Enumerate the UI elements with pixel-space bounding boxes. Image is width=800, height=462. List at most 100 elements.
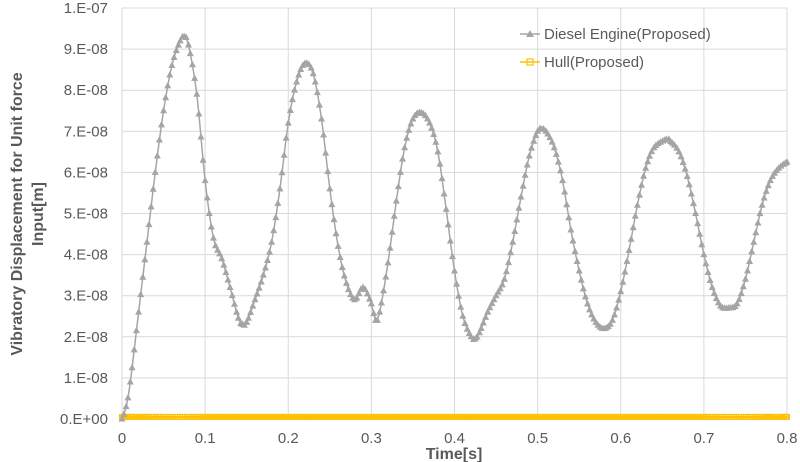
engine-marker xyxy=(409,114,417,122)
engine-marker xyxy=(586,305,594,313)
engine-marker xyxy=(384,258,392,266)
engine-marker xyxy=(631,212,639,219)
triangle-marker-icon xyxy=(526,30,534,37)
engine-marker xyxy=(201,176,209,184)
engine-marker xyxy=(388,228,396,235)
y-tick-label: 1.E-07 xyxy=(64,0,108,17)
engine-marker xyxy=(197,132,205,140)
engine-marker xyxy=(477,324,485,331)
engine-marker xyxy=(276,184,284,192)
engine-marker xyxy=(511,227,519,234)
engine-marker xyxy=(318,114,325,122)
engine-marker xyxy=(126,378,134,385)
engine-marker xyxy=(228,291,236,299)
engine-marker xyxy=(648,147,656,155)
engine-marker xyxy=(573,257,581,265)
engine-marker xyxy=(694,219,702,227)
engine-marker xyxy=(436,160,444,167)
engine-marker xyxy=(565,213,573,221)
engine-marker xyxy=(517,193,525,200)
engine-marker xyxy=(451,267,458,274)
engine-marker xyxy=(278,168,286,176)
engine-marker xyxy=(552,150,560,157)
engine-marker xyxy=(492,291,500,299)
engine-marker xyxy=(687,189,695,197)
engine-marker xyxy=(124,393,132,401)
engine-marker xyxy=(739,282,747,290)
engine-marker xyxy=(754,219,762,226)
engine-marker xyxy=(532,131,540,138)
engine-marker xyxy=(380,286,388,294)
engine-marker xyxy=(396,168,404,175)
y-tick-label: 7.E-08 xyxy=(64,123,108,140)
engine-marker xyxy=(733,299,741,307)
engine-marker xyxy=(758,201,766,208)
engine-marker xyxy=(288,95,296,103)
engine-marker xyxy=(502,267,510,275)
y-axis-title-line2: Input[m] xyxy=(30,182,47,246)
engine-marker xyxy=(556,166,564,174)
engine-marker xyxy=(174,41,182,48)
engine-marker xyxy=(361,285,369,293)
engine-marker xyxy=(704,268,712,275)
engine-marker xyxy=(608,316,616,323)
engine-marker xyxy=(527,144,535,151)
legend-label-engine: Diesel Engine(Proposed) xyxy=(544,26,711,43)
y-tick-label: 5.E-08 xyxy=(64,206,108,223)
engine-marker xyxy=(195,109,203,117)
engine-marker xyxy=(525,151,533,159)
engine-marker xyxy=(139,273,147,280)
engine-marker xyxy=(523,160,531,168)
engine-marker xyxy=(280,151,288,158)
engine-marker xyxy=(407,119,415,127)
engine-marker xyxy=(340,272,348,279)
engine-marker xyxy=(191,74,199,81)
engine-marker xyxy=(386,244,394,251)
x-tick-label: 0.8 xyxy=(777,430,798,447)
engine-marker xyxy=(274,199,282,207)
y-tick-label: 4.E-08 xyxy=(64,247,108,264)
engine-marker xyxy=(122,402,130,410)
engine-marker xyxy=(282,134,290,141)
engine-marker xyxy=(207,223,215,230)
y-tick-label: 6.E-08 xyxy=(64,164,108,181)
y-tick-label: 9.E-08 xyxy=(64,41,108,58)
engine-marker xyxy=(188,60,196,68)
engine-marker xyxy=(313,88,321,96)
engine-marker xyxy=(617,287,625,295)
engine-marker xyxy=(130,345,138,353)
engine-marker xyxy=(530,137,538,144)
engine-marker xyxy=(249,302,257,309)
engine-marker xyxy=(579,284,587,292)
engine-marker xyxy=(708,283,716,290)
engine-marker xyxy=(247,308,255,316)
engine-marker xyxy=(259,271,267,278)
engine-marker xyxy=(128,363,136,371)
engine-marker xyxy=(513,215,521,223)
engine-marker xyxy=(486,303,494,311)
engine-marker xyxy=(428,124,436,131)
x-tick-label: 0.5 xyxy=(527,430,548,447)
engine-marker xyxy=(505,258,513,266)
engine-marker xyxy=(255,284,263,291)
engine-marker xyxy=(367,299,375,307)
engine-marker xyxy=(482,313,490,320)
engine-marker xyxy=(623,257,631,264)
engine-marker xyxy=(563,200,571,208)
y-tick-label: 1.E-08 xyxy=(64,370,108,387)
engine-marker xyxy=(619,278,627,285)
engine-marker xyxy=(286,106,294,114)
engine-marker xyxy=(494,288,502,295)
engine-marker xyxy=(642,164,650,171)
x-axis-title: Time[s] xyxy=(426,446,483,462)
engine-marker xyxy=(448,252,456,260)
engine-marker xyxy=(203,193,211,201)
engine-marker xyxy=(233,308,241,315)
engine-marker xyxy=(760,193,768,201)
engine-marker xyxy=(581,292,589,300)
engine-marker xyxy=(488,299,496,307)
engine-marker xyxy=(164,81,172,89)
engine-marker xyxy=(615,296,623,303)
y-tick-label: 2.E-08 xyxy=(64,329,108,346)
engine-marker xyxy=(334,242,342,249)
